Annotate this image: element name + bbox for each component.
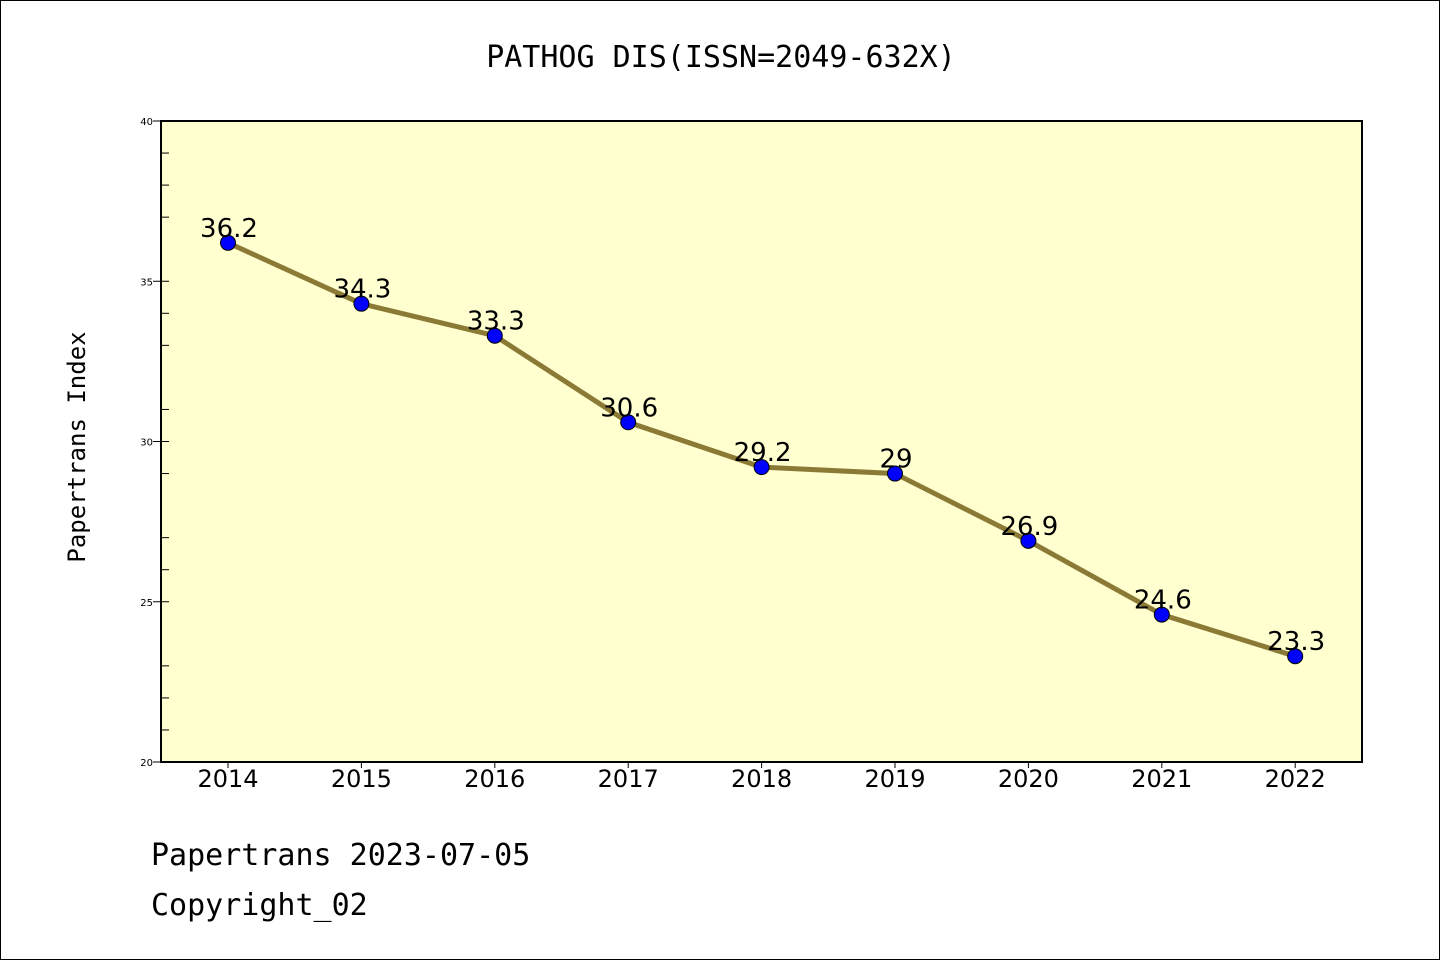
data-label: 33.3 [467, 307, 525, 337]
series-layer: 36.2 34.3 33.3 30.6 29.2 29 26.9 24.6 23.3 [200, 214, 1325, 665]
y-tick-label: 25 [140, 598, 153, 609]
y-tick-label: 35 [140, 277, 153, 288]
data-point [620, 414, 637, 431]
data-label: 29.2 [734, 438, 792, 468]
x-tick-label: 2019 [864, 765, 925, 793]
data-label: 30.6 [600, 393, 658, 423]
x-tick-label: 2017 [598, 765, 659, 793]
y-tick-label: 30 [140, 438, 153, 449]
data-point [220, 234, 236, 251]
x-tick-label: 2014 [197, 765, 258, 793]
x-tick-label: 2022 [1265, 765, 1326, 793]
data-label: 23.3 [1267, 627, 1325, 657]
y-tick-label: 40 [140, 117, 153, 128]
data-point [753, 459, 770, 476]
footer-copyright: Copyright_02 [151, 888, 368, 923]
plot-area [160, 120, 1363, 763]
data-point [1287, 648, 1304, 665]
data-point [1020, 532, 1037, 549]
x-axis: 2014 2015 2016 2017 2018 2019 2020 2021 2022 [197, 762, 1326, 793]
x-tick-label: 2018 [731, 765, 792, 793]
data-label: 26.9 [1000, 512, 1058, 542]
data-point [353, 295, 370, 312]
data-label: 34.3 [333, 275, 391, 305]
y-axis-label: Papertrans Index [63, 331, 91, 562]
data-label: 24.6 [1134, 586, 1192, 616]
x-tick-label: 2016 [464, 765, 525, 793]
x-tick-label: 2020 [998, 765, 1059, 793]
chart-title: PATHOG DIS(ISSN=2049-632X) [486, 40, 956, 75]
data-point [486, 327, 503, 344]
data-point [1153, 606, 1170, 623]
footer-date: Papertrans 2023-07-05 [151, 838, 530, 873]
x-tick-label: 2021 [1131, 765, 1192, 793]
data-point [887, 465, 903, 482]
data-label: 36.2 [200, 214, 258, 244]
y-tick-label: 20 [140, 758, 153, 769]
x-tick-label: 2015 [331, 765, 392, 793]
y-axis: 20 25 30 35 40 [140, 117, 169, 769]
data-label: 29 [879, 445, 912, 475]
